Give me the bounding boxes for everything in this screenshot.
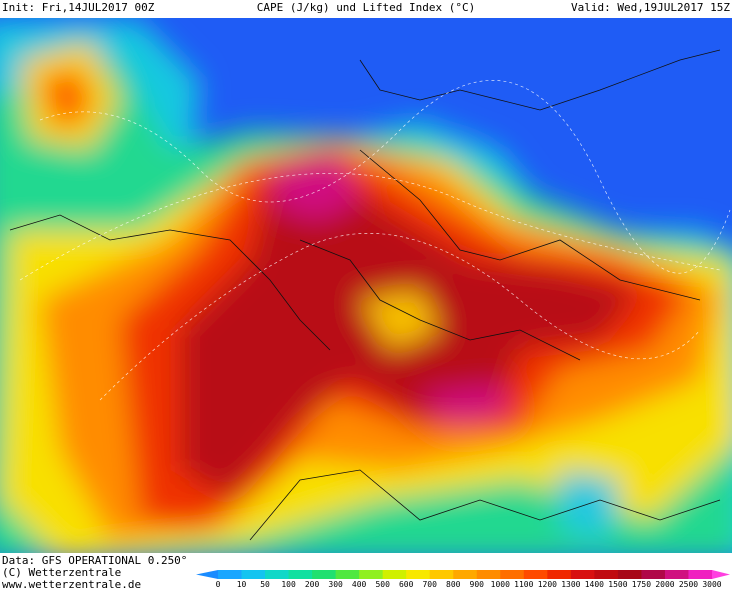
cape-field	[0, 20, 732, 553]
legend-swatch	[664, 570, 689, 579]
legend-swatch	[523, 570, 548, 579]
legend-swatch	[406, 570, 431, 579]
coastlines	[9, 49, 721, 541]
legend-swatch	[288, 570, 313, 579]
legend-label: 1000	[491, 580, 510, 589]
legend-swatch	[265, 570, 290, 579]
legend-label: 500	[375, 580, 390, 589]
legend-swatch	[241, 570, 266, 579]
legend-swatch	[570, 570, 595, 579]
legend-label: 1200	[538, 580, 557, 589]
color-legend: 0 10 50 100 200 300 400 500 600 700 800 900 1000 1100…	[196, 570, 730, 589]
legend-label: 600	[399, 580, 414, 589]
legend-swatch	[312, 570, 337, 579]
map	[0, 18, 732, 553]
lifted-index-contours	[19, 80, 731, 401]
website: www.wetterzentrale.de	[2, 578, 141, 590]
legend-label: 700	[422, 580, 437, 589]
legend-label: 900	[470, 580, 485, 589]
legend-label: 1500	[608, 580, 627, 589]
legend-swatch	[594, 570, 619, 579]
legend-arrow-left	[196, 570, 218, 579]
legend-label: 0	[216, 580, 221, 589]
legend-label: 800	[446, 580, 461, 589]
legend-arrow-right	[712, 570, 730, 579]
legend-label: 300	[328, 580, 343, 589]
legend-label: 100	[281, 580, 296, 589]
legend-swatch	[688, 570, 713, 579]
legend-swatch	[218, 570, 243, 579]
legend-swatch	[617, 570, 642, 579]
legend-label: 10	[237, 580, 247, 589]
legend-swatch	[335, 570, 360, 579]
legend-swatch	[500, 570, 525, 579]
legend-label: 200	[305, 580, 320, 589]
legend-swatch	[547, 570, 572, 579]
init-time: Init: Fri,14JUL2017 00Z	[2, 1, 155, 14]
legend-swatch	[429, 570, 454, 579]
legend-label: 1400	[585, 580, 604, 589]
legend-label: 3000	[702, 580, 721, 589]
legend-swatch	[641, 570, 666, 579]
legend-label: 1300	[561, 580, 580, 589]
legend-label: 400	[352, 580, 367, 589]
legend-swatch	[359, 570, 384, 579]
legend-swatch	[453, 570, 478, 579]
copyright: (C) Wetterzentrale	[2, 566, 121, 579]
legend-label: 2000	[655, 580, 674, 589]
legend-swatch	[476, 570, 501, 579]
data-source: Data: GFS OPERATIONAL 0.250°	[2, 554, 187, 567]
legend-label: 1100	[514, 580, 533, 589]
valid-time: Valid: Wed,19JUL2017 15Z	[571, 1, 730, 14]
legend-label: 1750	[632, 580, 651, 589]
legend-label: 50	[260, 580, 270, 589]
map-title: CAPE (J/kg) und Lifted Index (°C)	[257, 1, 476, 14]
legend-label: 2500	[679, 580, 698, 589]
legend-swatch	[382, 570, 407, 579]
